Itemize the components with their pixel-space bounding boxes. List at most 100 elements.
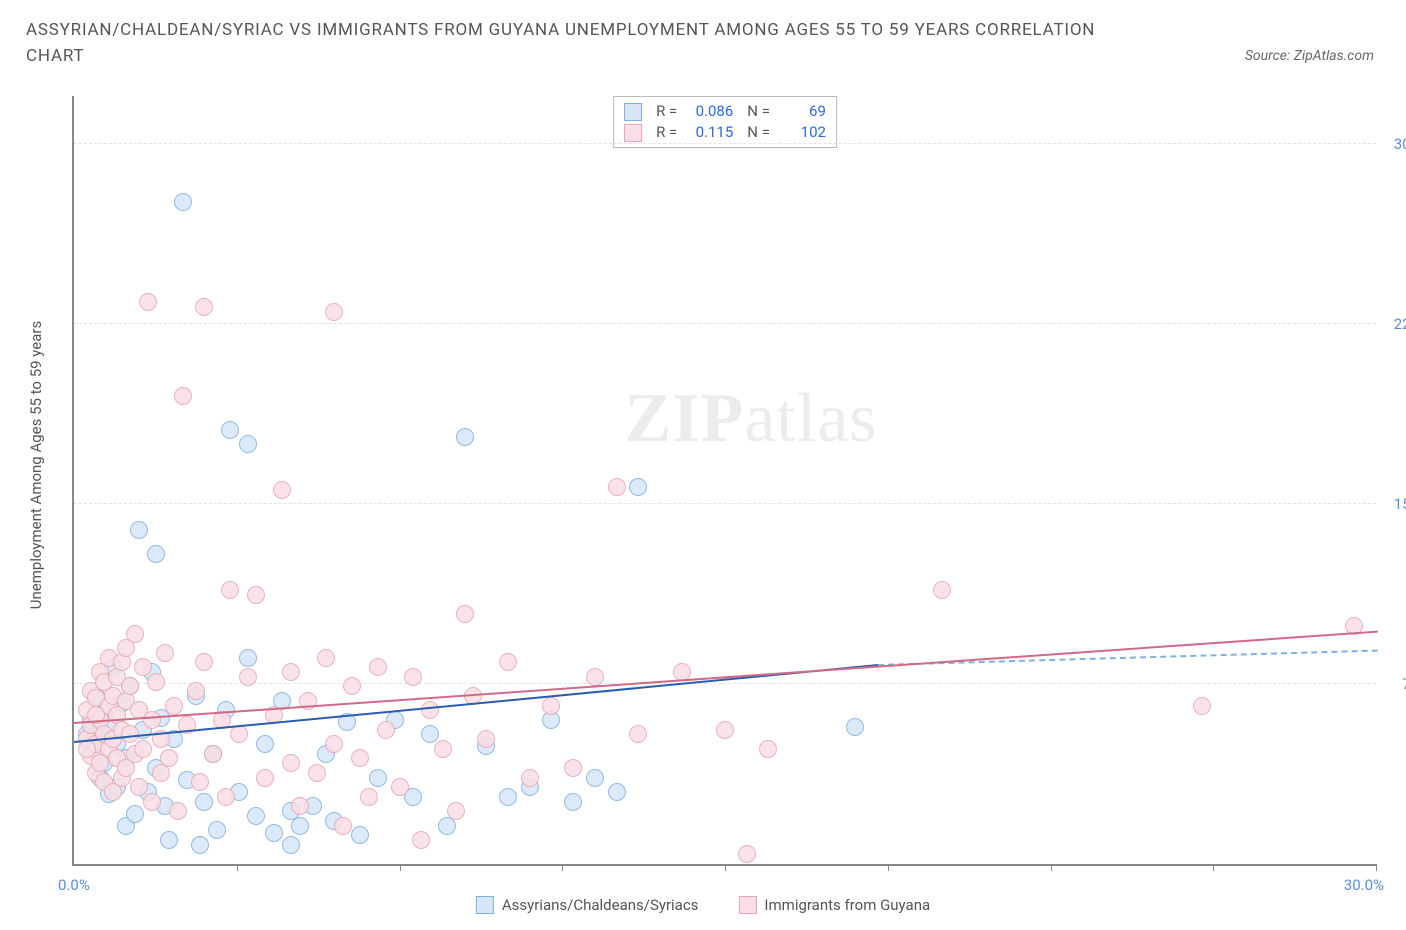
data-point bbox=[282, 663, 300, 681]
data-point bbox=[191, 836, 209, 854]
data-point bbox=[174, 193, 192, 211]
data-point bbox=[208, 821, 226, 839]
x-tick bbox=[400, 864, 401, 871]
data-point bbox=[1193, 697, 1211, 715]
data-point bbox=[291, 817, 309, 835]
data-point bbox=[716, 721, 734, 739]
data-point bbox=[377, 721, 395, 739]
data-point bbox=[156, 644, 174, 662]
x-tick bbox=[1213, 864, 1214, 871]
data-point bbox=[846, 718, 864, 736]
data-point bbox=[195, 653, 213, 671]
legend-item-1: Assyrians/Chaldeans/Syriacs bbox=[476, 896, 699, 914]
data-point bbox=[412, 831, 430, 849]
data-point bbox=[187, 682, 205, 700]
y-tick-label: 22.5% bbox=[1394, 315, 1406, 333]
data-point bbox=[221, 581, 239, 599]
data-point bbox=[195, 793, 213, 811]
data-point bbox=[282, 754, 300, 772]
data-point bbox=[759, 740, 777, 758]
data-point bbox=[421, 701, 439, 719]
x-axis-max: 30.0% bbox=[1344, 876, 1384, 894]
data-point bbox=[130, 778, 148, 796]
data-point bbox=[256, 769, 274, 787]
data-point bbox=[273, 481, 291, 499]
n-value-1: 69 bbox=[782, 101, 826, 122]
watermark: ZIPatlas bbox=[625, 379, 878, 459]
data-point bbox=[239, 668, 257, 686]
data-point bbox=[130, 521, 148, 539]
data-point bbox=[404, 668, 422, 686]
gridline bbox=[74, 143, 1376, 144]
data-point bbox=[139, 293, 157, 311]
data-point bbox=[160, 831, 178, 849]
data-point bbox=[369, 769, 387, 787]
y-axis-label: Unemployment Among Ages 55 to 59 years bbox=[27, 321, 45, 609]
legend-label-1: Assyrians/Chaldeans/Syriacs bbox=[502, 896, 699, 914]
data-point bbox=[343, 677, 361, 695]
data-point bbox=[134, 658, 152, 676]
data-point bbox=[247, 586, 265, 604]
trend-line-extrapolated bbox=[878, 649, 1378, 665]
data-point bbox=[564, 759, 582, 777]
data-point bbox=[933, 581, 951, 599]
data-point bbox=[521, 769, 539, 787]
r-value-2: 0.115 bbox=[689, 122, 733, 143]
gridline bbox=[74, 683, 1376, 684]
data-point bbox=[360, 788, 378, 806]
data-point bbox=[291, 797, 309, 815]
data-point bbox=[282, 836, 300, 854]
data-point bbox=[78, 740, 96, 758]
data-point bbox=[221, 421, 239, 439]
data-point bbox=[629, 725, 647, 743]
data-point bbox=[143, 793, 161, 811]
data-point bbox=[738, 845, 756, 863]
legend-item-2: Immigrants from Guyana bbox=[738, 896, 930, 914]
data-point bbox=[369, 658, 387, 676]
stats-row-1: R = 0.086 N = 69 bbox=[624, 101, 826, 122]
data-point bbox=[174, 387, 192, 405]
data-point bbox=[499, 788, 517, 806]
data-point bbox=[169, 802, 187, 820]
plot-container: ZIPatlas R = 0.086 N = 69 R = 0.115 N = … bbox=[72, 96, 1376, 866]
x-axis-origin: 0.0% bbox=[58, 876, 90, 894]
stats-row-2: R = 0.115 N = 102 bbox=[624, 122, 826, 143]
legend-swatch-1 bbox=[476, 896, 494, 914]
x-tick bbox=[1051, 864, 1052, 871]
chart-title: ASSYRIAN/CHALDEAN/SYRIAC VS IMMIGRANTS F… bbox=[26, 18, 1126, 69]
data-point bbox=[629, 478, 647, 496]
data-point bbox=[499, 653, 517, 671]
data-point bbox=[421, 725, 439, 743]
swatch-series-1 bbox=[624, 103, 642, 121]
n-value-2: 102 bbox=[782, 122, 826, 143]
data-point bbox=[351, 749, 369, 767]
y-tick-label: 30.0% bbox=[1394, 135, 1406, 153]
data-point bbox=[608, 478, 626, 496]
data-point bbox=[239, 435, 257, 453]
data-point bbox=[477, 730, 495, 748]
legend-swatch-2 bbox=[738, 896, 756, 914]
legend-label-2: Immigrants from Guyana bbox=[764, 896, 930, 914]
data-point bbox=[165, 697, 183, 715]
x-tick bbox=[1376, 864, 1377, 871]
plot-area: ZIPatlas R = 0.086 N = 69 R = 0.115 N = … bbox=[72, 96, 1376, 866]
data-point bbox=[351, 826, 369, 844]
data-point bbox=[586, 769, 604, 787]
data-point bbox=[121, 677, 139, 695]
y-tick-label: 7.5% bbox=[1402, 675, 1406, 693]
data-point bbox=[204, 745, 222, 763]
data-point bbox=[608, 783, 626, 801]
stats-box: R = 0.086 N = 69 R = 0.115 N = 102 bbox=[613, 96, 837, 148]
data-point bbox=[308, 764, 326, 782]
y-tick-label: 15.0% bbox=[1394, 495, 1406, 513]
data-point bbox=[325, 303, 343, 321]
data-point bbox=[317, 649, 335, 667]
x-tick bbox=[237, 864, 238, 871]
data-point bbox=[239, 649, 257, 667]
data-point bbox=[147, 545, 165, 563]
data-point bbox=[160, 749, 178, 767]
data-point bbox=[456, 605, 474, 623]
data-point bbox=[217, 788, 235, 806]
data-point bbox=[126, 805, 144, 823]
data-point bbox=[191, 773, 209, 791]
